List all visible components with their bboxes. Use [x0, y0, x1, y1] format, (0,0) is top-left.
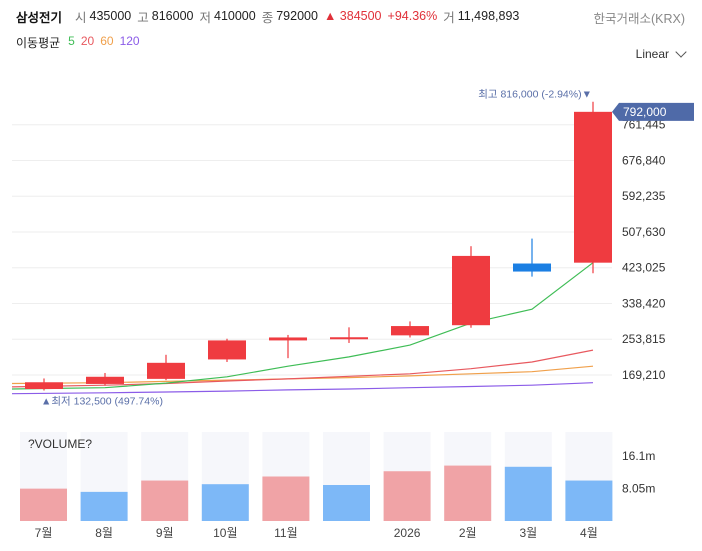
low-label: 저	[199, 10, 211, 25]
month-tick-label: 11월	[274, 526, 298, 540]
volume-tick-label: 8.05m	[622, 481, 655, 495]
volume-bar	[504, 466, 552, 521]
candle-body	[391, 326, 429, 336]
open-label: 시	[75, 10, 87, 25]
ma-line-ma20	[11, 349, 594, 388]
volume-bar	[383, 471, 431, 521]
ma-line-ma5	[11, 262, 594, 390]
volume-bar	[262, 476, 310, 521]
change-value: ▲ 384500	[323, 9, 382, 23]
volume-bar	[565, 480, 613, 521]
close-value: 792000	[276, 9, 318, 23]
last-price-label: 792,000	[623, 105, 667, 119]
ma-legend-item-20[interactable]: 20	[80, 34, 95, 48]
candle-body	[330, 337, 368, 340]
scale-label: Linear	[635, 47, 669, 61]
price-tick-label: 423,025	[622, 261, 666, 275]
ma-legend-item-5[interactable]: 5	[68, 34, 75, 48]
high-label: 고	[137, 10, 149, 25]
ma-legend-item-120[interactable]: 120	[119, 34, 140, 48]
price-tick-label: 169,210	[622, 368, 666, 382]
max-annotation: 최고 816,000 (-2.94%)▼	[478, 89, 592, 101]
candle-body	[269, 337, 307, 341]
ma-line-ma60	[11, 365, 594, 385]
last-price-badge	[612, 102, 694, 121]
price-tick-label: 507,630	[622, 225, 666, 239]
price-axis: 761,445 676,840 592,235 507,630 423,025 338,4…	[622, 118, 666, 382]
price-tick-label: 676,840	[622, 153, 666, 167]
price-tick-label: 338,420	[622, 296, 666, 310]
month-tick-label: 2월	[459, 526, 477, 540]
month-tick-label: 9월	[156, 526, 174, 540]
volume-bar	[444, 465, 492, 521]
volume-label: 거	[443, 10, 455, 25]
candle-body	[25, 382, 63, 390]
ma-line-ma120	[11, 382, 594, 395]
month-tick-label: 2026	[394, 526, 421, 540]
open-value: 435000	[89, 9, 132, 23]
candle-body	[147, 362, 185, 379]
close-label: 종	[261, 10, 274, 25]
scale-dropdown[interactable]: Linear	[635, 46, 687, 61]
stock-name: 삼성전기	[16, 10, 63, 25]
month-tick-label: 10월	[213, 526, 237, 540]
price-tick-label: 592,235	[622, 189, 666, 203]
ma-legend-item-60[interactable]: 60	[100, 34, 114, 48]
moving-averages	[11, 262, 594, 395]
volume-bar	[80, 491, 128, 521]
price-tick-label: 761,445	[622, 118, 666, 132]
price-tick-label: 253,815	[622, 332, 666, 346]
ma-legend-title: 이동평균	[16, 36, 61, 50]
candle-body	[86, 376, 124, 384]
price-grid	[12, 124, 612, 376]
volume-title: ?VOLUME?	[28, 437, 92, 451]
low-value: 410000	[214, 9, 256, 23]
month-tick-label: 8월	[95, 526, 113, 540]
candle-body	[513, 263, 551, 272]
month-tick-label: 4월	[580, 526, 598, 540]
high-value: 816000	[151, 9, 194, 23]
candle-body	[452, 255, 490, 326]
volume-value: 11,498,893	[457, 9, 520, 23]
volume-bar	[20, 488, 67, 521]
exchange-name: 한국거래소(KRX)	[593, 12, 685, 26]
volume-bar	[141, 480, 189, 521]
month-tick-label: 3월	[519, 526, 537, 540]
volume-panel: ?VOLUME? 16.1m 8.05m	[20, 432, 655, 521]
candle-body	[208, 340, 246, 360]
volume-tick-label: 16.1m	[622, 449, 655, 463]
month-axis: 7월 8월 9월 10월 11월 2026 2월 3월 4월	[35, 526, 598, 540]
quote-header: 삼성전기 시 435000 고 816000 저 410000 종 792000…	[16, 6, 525, 26]
volume-bar	[323, 484, 370, 521]
month-tick-label: 7월	[35, 526, 53, 540]
ma-legend: 이동평균 5 20 60 120	[16, 34, 140, 51]
change-percent: +94.36%	[387, 9, 438, 23]
volume-bar	[201, 484, 249, 521]
min-annotation: ▲최저 132,500 (497.74%)	[41, 395, 163, 407]
candles	[25, 101, 612, 391]
candle-body	[574, 111, 612, 263]
annotations: 792,000 최고 816,000 (-2.94%)▼ ▲최저 132,500 (…	[41, 89, 694, 407]
